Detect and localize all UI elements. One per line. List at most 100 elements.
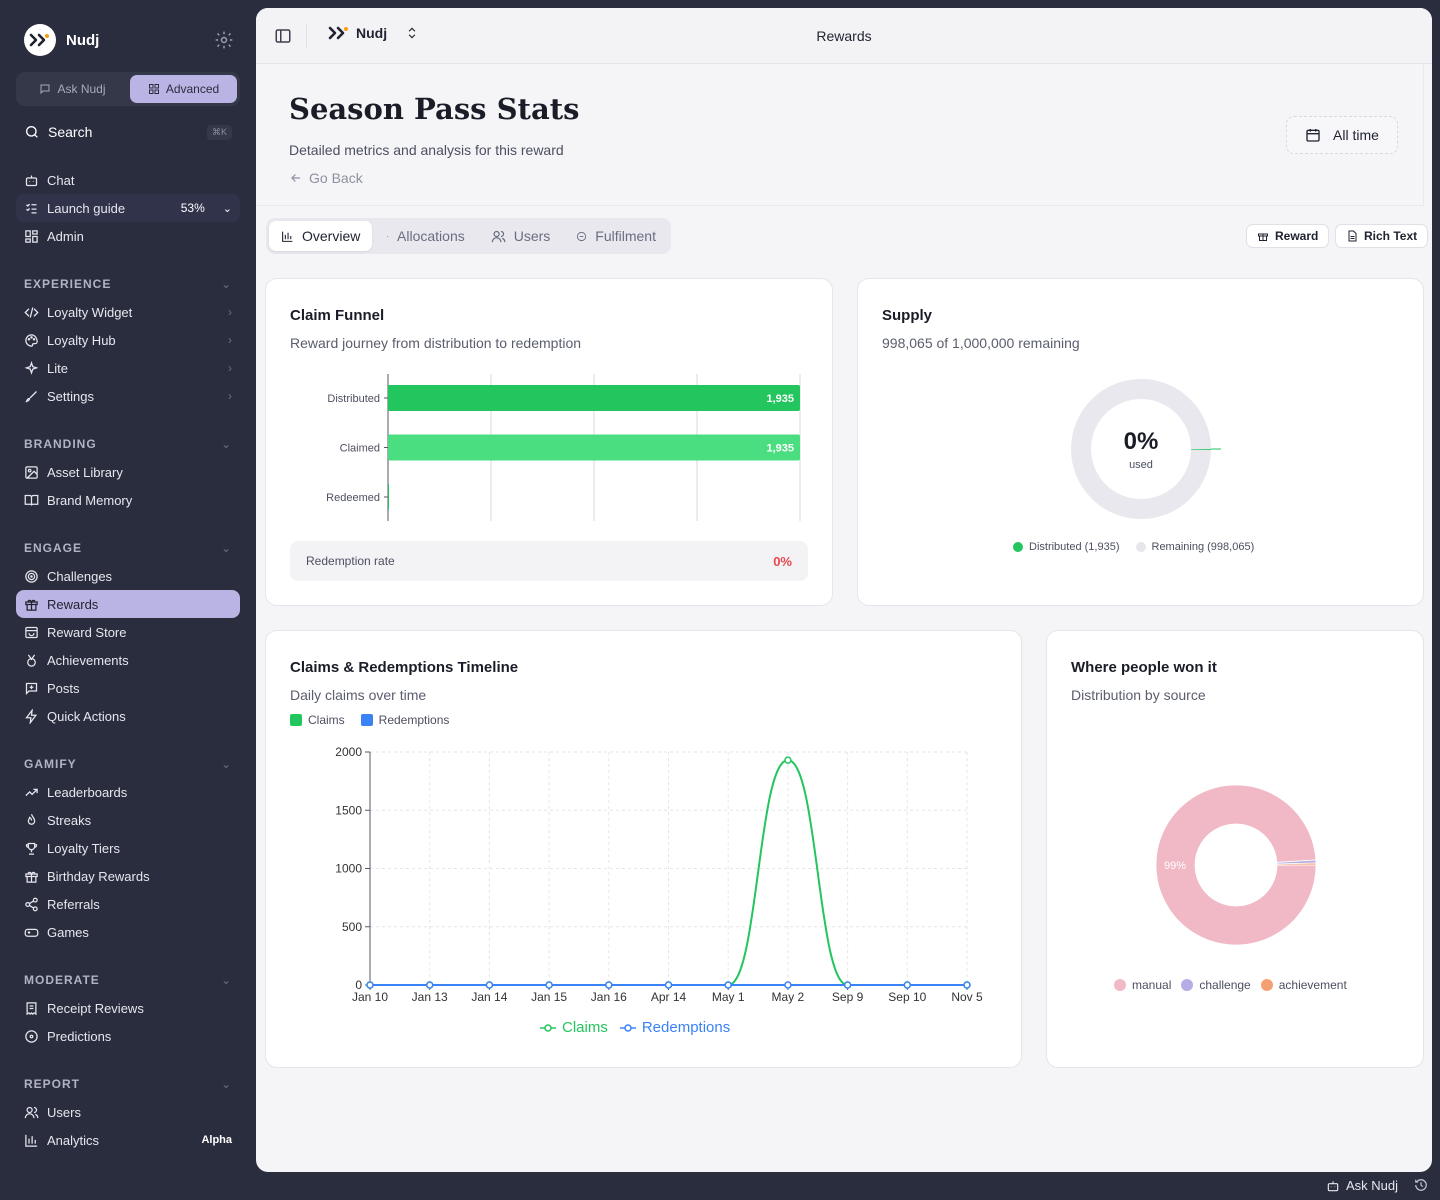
supply-card: Supply 998,065 of 1,000,000 remaining 0%… (857, 278, 1424, 606)
sidebar-item-admin[interactable]: Admin (16, 222, 240, 250)
funnel-data-label: 1,935 (766, 393, 794, 405)
funnel-bar (388, 385, 800, 411)
card-subtitle: Daily claims over time (290, 687, 427, 703)
funnel-bar (388, 434, 800, 461)
legend-manual: manual (1114, 978, 1171, 992)
topbar-divider (306, 24, 307, 48)
sidebar-item-referrals[interactable]: Referrals (16, 890, 240, 918)
sidebar-item-label: Launch guide (47, 200, 126, 216)
funnel-category-label: Distributed (327, 393, 380, 405)
sidebar-item-label: Admin (47, 228, 84, 244)
section-report[interactable]: REPORT ⌄ (24, 1077, 232, 1091)
timeline-point (784, 981, 792, 989)
timeline-xtick-label: Jan 14 (471, 990, 507, 1004)
sidebar-item-loyalty-tiers[interactable]: Loyalty Tiers (16, 834, 240, 862)
timeline-point (485, 981, 494, 989)
timeline-xtick-label: Jan 15 (531, 990, 567, 1004)
sidebar-item-label: Settings (47, 388, 94, 404)
nudj-logo-icon (328, 26, 348, 40)
section-title: GAMIFY (24, 757, 77, 771)
sidebar-item-analytics[interactable]: Analytics Alpha (16, 1126, 240, 1154)
section-experience[interactable]: EXPERIENCE ⌄ (24, 277, 232, 291)
chat-bubble-icon (40, 84, 50, 95)
gear-icon[interactable] (214, 30, 234, 50)
tab-bar: Overview · Allocations Users Fulfilment (266, 218, 671, 254)
reward-button[interactable]: Reward (1246, 224, 1330, 248)
sidebar-item-label: Rewards (47, 596, 99, 612)
tab-users[interactable]: Users (479, 221, 563, 251)
legend-achievement: achievement (1260, 978, 1347, 992)
timeline-point (664, 981, 673, 989)
sidebar-item-launch-guide[interactable]: Launch guide 53% ⌄ (16, 194, 240, 222)
history-icon[interactable] (1414, 1178, 1428, 1192)
advanced-toggle[interactable]: Advanced (130, 75, 237, 103)
sidebar-item-quick-actions[interactable]: Quick Actions (16, 702, 240, 730)
timeline-xtick-label: Jan 16 (591, 990, 627, 1004)
card-subtitle: Reward journey from distribution to rede… (290, 335, 582, 351)
rich-text-button-label: Rich Text (1364, 229, 1418, 243)
tab-label: Allocations (397, 228, 465, 244)
sidebar-item-label: Reward Store (47, 624, 127, 640)
section-moderate[interactable]: MODERATE ⌄ (24, 973, 232, 987)
supply-used-value: 0% (1123, 428, 1159, 455)
timeline-ytick-label: 0 (355, 978, 362, 992)
sidebar-item-lite[interactable]: Lite › (16, 354, 240, 382)
sidebar-item-receipt-reviews[interactable]: Receipt Reviews (16, 994, 240, 1022)
ask-nudj-footer-button[interactable]: Ask Nudj (1326, 1178, 1398, 1193)
brand[interactable]: Nudj (24, 24, 99, 56)
sidebar-item-users[interactable]: Users (16, 1098, 240, 1126)
supply-legend: Distributed (1,935) Remaining (998,065) (1013, 541, 1254, 553)
section-gamify[interactable]: GAMIFY ⌄ (24, 757, 232, 771)
section-branding[interactable]: BRANDING ⌄ (24, 437, 232, 451)
timeline-point (843, 981, 852, 989)
section-title: BRANDING (24, 437, 97, 451)
sidebar-item-loyalty-widget[interactable]: Loyalty Widget › (16, 298, 240, 326)
legend-label: Claims (562, 1019, 608, 1036)
tab-fulfilment[interactable]: Fulfilment (564, 221, 668, 251)
sidebar-item-reward-store[interactable]: Reward Store (16, 618, 240, 646)
tab-overview[interactable]: Overview (269, 221, 373, 251)
ask-nudj-toggle[interactable]: Ask Nudj (19, 75, 126, 103)
sidebar-item-leaderboards[interactable]: Leaderboards (16, 778, 240, 806)
section-engage[interactable]: ENGAGE ⌄ (24, 541, 232, 555)
tab-allocations[interactable]: · Allocations (374, 221, 476, 251)
section-title: ENGAGE (24, 541, 83, 555)
time-range-button[interactable]: All time (1286, 116, 1398, 154)
sidebar-item-games[interactable]: Games (16, 918, 240, 946)
timeline-point (605, 981, 613, 989)
timeline-xtick-label: May 2 (772, 990, 805, 1004)
sidebar-item-challenges[interactable]: Challenges (16, 562, 240, 590)
legend-label: Claims (308, 713, 345, 727)
sidebar-item-label: Challenges (47, 568, 113, 584)
sidebar-item-rewards[interactable]: Rewards (16, 590, 240, 618)
search-button[interactable]: Search ⌘K (24, 122, 232, 142)
sparkles-icon (24, 360, 39, 375)
card-title: Where people won it (1071, 659, 1217, 676)
sidebar-item-settings[interactable]: Settings › (16, 382, 240, 410)
go-back-link[interactable]: Go Back (289, 170, 363, 186)
source-slice (1276, 862, 1317, 866)
sidebar-item-label: Leaderboards (47, 784, 128, 800)
timeline-legend-bottom: Claims Redemptions (540, 1019, 730, 1036)
chevron-down-icon: ⌄ (220, 277, 232, 291)
legend-label: Remaining (998,065) (1151, 541, 1255, 553)
sidebar-item-birthday-rewards[interactable]: Birthday Rewards (16, 862, 240, 890)
source-card: Where people won it Distribution by sour… (1046, 630, 1424, 1068)
advanced-label: Advanced (165, 82, 220, 96)
sidebar-item-streaks[interactable]: Streaks (16, 806, 240, 834)
sidebar-item-label: Asset Library (47, 464, 123, 480)
sidebar-item-asset-library[interactable]: Asset Library (16, 458, 240, 486)
sidebar-item-predictions[interactable]: Predictions (16, 1022, 240, 1050)
sidebar-item-posts[interactable]: Posts (16, 674, 240, 702)
chevron-down-icon[interactable]: ⌄ (222, 202, 232, 215)
search-shortcut: ⌘K (206, 124, 232, 140)
card-title: Supply (882, 307, 933, 324)
sidebar-item-loyalty-hub[interactable]: Loyalty Hub › (16, 326, 240, 354)
sidebar-item-brand-memory[interactable]: Brand Memory (16, 486, 240, 514)
sidebar-item-achievements[interactable]: Achievements (16, 646, 240, 674)
rich-text-button[interactable]: Rich Text (1335, 224, 1429, 248)
workspace-switcher[interactable]: Nudj (328, 25, 419, 41)
legend-challenge: challenge (1181, 978, 1251, 992)
sidebar-item-chat[interactable]: Chat (16, 166, 240, 194)
sidebar-toggle-icon[interactable] (274, 27, 292, 45)
